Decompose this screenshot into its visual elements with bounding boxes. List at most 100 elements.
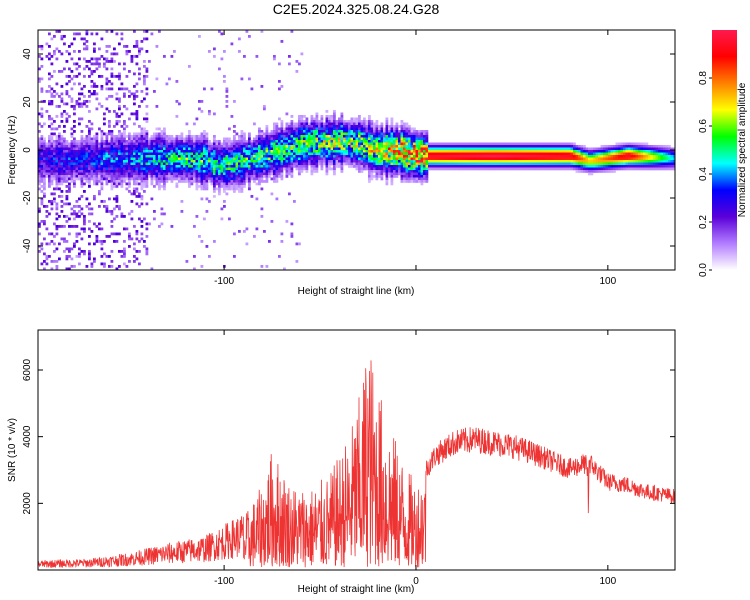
heatmap-cell (218, 155, 221, 158)
heatmap-cell (313, 155, 316, 158)
heatmap-cell (58, 125, 61, 128)
heatmap-cell (78, 50, 81, 53)
heatmap-cell (78, 145, 81, 148)
heatmap-cell (290, 172, 294, 176)
heatmap-cell (265, 147, 269, 151)
heatmap-cell (325, 132, 329, 136)
heatmap-cell (40, 152, 44, 156)
heatmap-cell (75, 75, 79, 78)
heatmap-cell (200, 197, 204, 201)
heatmap-cell (510, 160, 514, 163)
heatmap-cell (518, 152, 521, 156)
heatmap-cell (468, 145, 471, 148)
heatmap-cell (578, 170, 581, 173)
heatmap-cell (48, 85, 51, 88)
heatmap-cell (213, 190, 216, 193)
heatmap-cell (135, 45, 139, 48)
heatmap-cell (260, 162, 264, 166)
heatmap-cell (373, 132, 376, 136)
heatmap-cell (73, 242, 76, 246)
heatmap-cell (440, 165, 444, 168)
heatmap-cell (515, 155, 519, 158)
heatmap-cell (125, 87, 129, 91)
heatmap-cell (73, 157, 76, 161)
heatmap-cell (118, 167, 121, 171)
heatmap-cell (73, 120, 76, 123)
heatmap-cell (193, 160, 196, 163)
heatmap-cell (305, 170, 309, 173)
heatmap-cell (473, 150, 476, 153)
heatmap-cell (285, 172, 289, 176)
heatmap-cell (130, 160, 134, 163)
heatmap-cell (100, 87, 104, 91)
heatmap-cell (213, 152, 216, 156)
heatmap-cell (93, 160, 96, 163)
heatmap-cell (570, 162, 574, 166)
heatmap-cell (420, 135, 424, 138)
heatmap-cell (240, 185, 244, 188)
heatmap-cell (378, 125, 381, 128)
heatmap-cell (295, 142, 299, 146)
heatmap-cell (130, 162, 134, 166)
heatmap-cell (275, 165, 279, 168)
heatmap-cell (205, 180, 209, 183)
heatmap-cell (213, 187, 216, 191)
heatmap-cell (263, 230, 266, 233)
heatmap-cell (408, 170, 411, 173)
heatmap-cell (333, 125, 336, 128)
heatmap-cell (100, 147, 104, 151)
heatmap-cell (613, 167, 616, 171)
heatmap-cell (73, 145, 76, 148)
heatmap-cell (305, 165, 309, 168)
heatmap-cell (610, 155, 614, 158)
heatmap-cell (525, 167, 529, 171)
heatmap-cell (420, 142, 424, 146)
heatmap-cell (343, 125, 346, 128)
heatmap-cell (128, 70, 131, 73)
heatmap-cell (278, 150, 281, 153)
heatmap-cell (205, 145, 209, 148)
heatmap-cell (170, 142, 174, 146)
heatmap-cell (335, 130, 339, 133)
heatmap-cell (605, 162, 609, 166)
heatmap-cell (488, 150, 491, 153)
heatmap-cell (95, 137, 99, 141)
heatmap-cell (275, 152, 279, 156)
heatmap-cell (45, 242, 49, 246)
heatmap-cell (145, 142, 149, 146)
heatmap-cell (343, 157, 346, 161)
heatmap-cell (378, 160, 381, 163)
heatmap-cell (185, 145, 189, 148)
heatmap-cell (123, 92, 126, 96)
heatmap-cell (465, 155, 469, 158)
heatmap-cell (60, 135, 64, 138)
heatmap-cell (440, 167, 444, 171)
heatmap-cell (230, 185, 234, 188)
heatmap-cell (113, 157, 116, 161)
heatmap-cell (390, 130, 394, 133)
heatmap-cell (123, 87, 126, 91)
heatmap-cell (270, 170, 274, 173)
heatmap-cell (270, 135, 274, 138)
heatmap-cell (408, 160, 411, 163)
heatmap-cell (575, 167, 579, 171)
heatmap-cell (143, 77, 146, 81)
heatmap-cell (513, 160, 516, 163)
heatmap-cell (140, 182, 144, 186)
heatmap-cell (225, 167, 229, 171)
heatmap-cell (113, 207, 116, 211)
heatmap-cell (100, 130, 104, 133)
heatmap-cell (38, 232, 41, 236)
heatmap-cell (420, 132, 424, 136)
heatmap-cell (75, 150, 79, 153)
heatmap-cell (410, 167, 414, 171)
heatmap-cell (388, 137, 391, 141)
heatmap-cell (300, 150, 304, 153)
heatmap-cell (198, 150, 201, 153)
heatmap-cell (163, 160, 166, 163)
heatmap-cell (505, 165, 509, 168)
heatmap-cell (305, 145, 309, 148)
heatmap-cell (500, 147, 504, 151)
heatmap-cell (100, 175, 104, 178)
heatmap-cell (270, 147, 274, 151)
